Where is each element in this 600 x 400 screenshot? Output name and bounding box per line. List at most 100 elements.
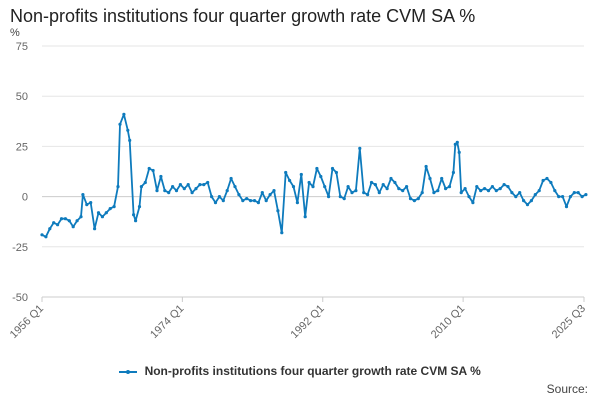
data-point[interactable]: [514, 195, 518, 199]
data-point[interactable]: [572, 191, 576, 195]
data-point[interactable]: [134, 219, 138, 223]
legend[interactable]: Non-profits institutions four quarter gr…: [0, 364, 600, 378]
data-point[interactable]: [237, 193, 241, 197]
data-point[interactable]: [151, 168, 155, 173]
data-point[interactable]: [408, 197, 413, 201]
data-point[interactable]: [280, 231, 284, 235]
data-point[interactable]: [139, 185, 143, 189]
data-point[interactable]: [56, 223, 60, 227]
data-point[interactable]: [518, 191, 522, 195]
data-point[interactable]: [89, 201, 93, 205]
data-point[interactable]: [319, 174, 323, 179]
data-point[interactable]: [397, 187, 401, 191]
data-point[interactable]: [580, 195, 584, 199]
data-point[interactable]: [467, 195, 471, 199]
data-point[interactable]: [412, 199, 416, 203]
data-point[interactable]: [327, 195, 331, 199]
data-point[interactable]: [420, 191, 424, 195]
data-point[interactable]: [40, 233, 44, 237]
data-point[interactable]: [463, 187, 467, 191]
data-point[interactable]: [346, 185, 350, 189]
data-point[interactable]: [541, 178, 545, 183]
data-point[interactable]: [233, 185, 237, 189]
data-point[interactable]: [241, 199, 245, 203]
data-point[interactable]: [71, 225, 75, 229]
data-point[interactable]: [112, 205, 116, 209]
data-point[interactable]: [126, 128, 130, 132]
data-point[interactable]: [549, 180, 553, 185]
data-point[interactable]: [342, 197, 346, 201]
data-point[interactable]: [338, 195, 342, 199]
data-point[interactable]: [369, 180, 374, 185]
data-point[interactable]: [221, 199, 225, 203]
data-point[interactable]: [483, 187, 487, 191]
data-point[interactable]: [291, 185, 296, 189]
data-point[interactable]: [471, 201, 475, 205]
data-point[interactable]: [373, 183, 377, 187]
data-point[interactable]: [198, 183, 202, 187]
data-point[interactable]: [174, 189, 179, 193]
data-point[interactable]: [159, 174, 163, 179]
data-point[interactable]: [59, 217, 64, 221]
data-point[interactable]: [96, 211, 101, 215]
data-point[interactable]: [122, 112, 126, 116]
data-point[interactable]: [330, 166, 335, 171]
data-point[interactable]: [264, 199, 268, 203]
data-point[interactable]: [366, 193, 370, 197]
data-point[interactable]: [143, 180, 147, 185]
data-point[interactable]: [249, 199, 253, 203]
data-point[interactable]: [529, 199, 534, 203]
data-point[interactable]: [557, 195, 561, 199]
data-point[interactable]: [350, 191, 354, 195]
data-point[interactable]: [52, 221, 56, 225]
data-point[interactable]: [533, 193, 537, 197]
data-point[interactable]: [245, 197, 249, 201]
data-point[interactable]: [284, 170, 288, 175]
data-point[interactable]: [447, 185, 452, 189]
data-point[interactable]: [299, 172, 303, 177]
data-point[interactable]: [553, 189, 557, 193]
data-point[interactable]: [522, 199, 526, 203]
data-point[interactable]: [128, 138, 132, 142]
data-point[interactable]: [118, 122, 122, 126]
data-point[interactable]: [358, 146, 362, 150]
data-point[interactable]: [104, 211, 108, 215]
data-point[interactable]: [385, 187, 389, 191]
data-point[interactable]: [545, 176, 549, 181]
data-point[interactable]: [81, 193, 85, 197]
data-point[interactable]: [190, 191, 194, 195]
data-point[interactable]: [475, 185, 479, 189]
data-point[interactable]: [182, 187, 186, 191]
data-point[interactable]: [116, 185, 120, 189]
data-point[interactable]: [272, 189, 276, 193]
data-point[interactable]: [137, 205, 142, 209]
data-point[interactable]: [79, 215, 83, 219]
data-point[interactable]: [428, 176, 432, 181]
data-point[interactable]: [132, 213, 136, 217]
data-point[interactable]: [155, 189, 159, 193]
data-point[interactable]: [506, 185, 510, 189]
data-point[interactable]: [537, 189, 541, 193]
data-point[interactable]: [455, 140, 459, 144]
data-point[interactable]: [436, 189, 440, 193]
data-point[interactable]: [288, 178, 292, 183]
data-point[interactable]: [568, 195, 573, 199]
data-point[interactable]: [561, 195, 565, 199]
data-point[interactable]: [381, 183, 385, 187]
data-point[interactable]: [416, 197, 420, 201]
data-point[interactable]: [334, 170, 338, 175]
data-point[interactable]: [354, 189, 358, 193]
data-point[interactable]: [67, 219, 71, 223]
data-point[interactable]: [63, 217, 67, 221]
data-point[interactable]: [256, 201, 260, 205]
data-point[interactable]: [147, 166, 151, 171]
data-point[interactable]: [260, 191, 264, 195]
data-point[interactable]: [490, 185, 494, 189]
data-point[interactable]: [268, 193, 272, 197]
data-point[interactable]: [167, 191, 171, 195]
data-point[interactable]: [225, 189, 229, 193]
data-point[interactable]: [457, 150, 461, 154]
data-point[interactable]: [315, 166, 319, 171]
data-point[interactable]: [424, 164, 428, 169]
data-point[interactable]: [389, 176, 393, 181]
